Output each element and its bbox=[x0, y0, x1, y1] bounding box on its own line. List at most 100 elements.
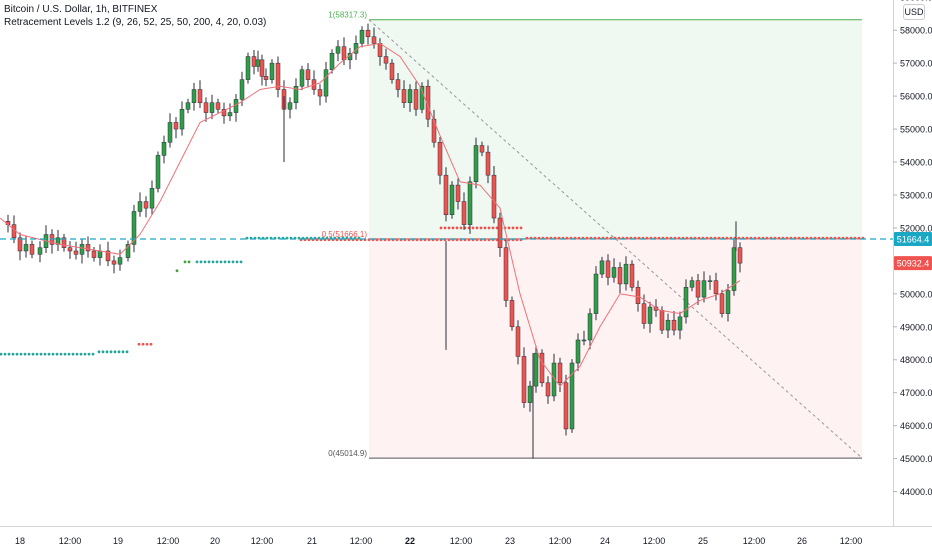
red-dot bbox=[307, 238, 311, 242]
candle-body bbox=[29, 244, 35, 255]
candle-body bbox=[149, 188, 155, 209]
chart-legend: Bitcoin / U.S. Dollar, 1h, BITFINEX Retr… bbox=[4, 3, 266, 29]
teal-dot bbox=[87, 352, 91, 356]
candle-body bbox=[557, 362, 563, 384]
teal-dot bbox=[239, 260, 243, 264]
green-dot bbox=[175, 269, 179, 273]
red-dot bbox=[355, 238, 359, 242]
teal-dot bbox=[75, 352, 79, 356]
teal-dot bbox=[317, 236, 321, 240]
candle-body bbox=[61, 237, 67, 248]
candle-body bbox=[425, 85, 431, 120]
teal-dot bbox=[55, 352, 59, 356]
teal-dot bbox=[285, 236, 289, 240]
candle-body bbox=[575, 339, 581, 364]
red-dot bbox=[657, 236, 661, 240]
teal-dot bbox=[15, 352, 19, 356]
teal-dot bbox=[125, 350, 129, 354]
red-dot bbox=[483, 226, 487, 230]
candle-body bbox=[671, 319, 677, 331]
x-tick-label: 19 bbox=[113, 536, 123, 546]
candle-body bbox=[105, 250, 111, 262]
teal-dot bbox=[215, 260, 219, 264]
teal-dot bbox=[105, 350, 109, 354]
teal-dot bbox=[325, 236, 329, 240]
red-dot bbox=[519, 226, 523, 230]
teal-dot bbox=[235, 260, 239, 264]
candle-body bbox=[191, 89, 197, 103]
candle-body bbox=[179, 109, 185, 130]
red-dot bbox=[777, 236, 781, 240]
red-dot bbox=[447, 226, 451, 230]
teal-dot bbox=[257, 236, 261, 240]
candle-body bbox=[23, 244, 29, 252]
candle-body bbox=[203, 102, 209, 113]
candle-body bbox=[473, 145, 479, 183]
teal-dot bbox=[35, 352, 39, 356]
x-tick-label: 23 bbox=[505, 536, 515, 546]
y-tick-label: 56000.0 bbox=[900, 92, 932, 102]
red-dot bbox=[545, 236, 549, 240]
red-dot bbox=[487, 226, 491, 230]
candle-body bbox=[197, 89, 203, 103]
red-dot bbox=[471, 226, 475, 230]
candle-body bbox=[689, 280, 695, 288]
candle-body bbox=[551, 362, 557, 397]
candle-body bbox=[17, 237, 23, 252]
fib-level-label: 1(58317.3) bbox=[328, 11, 367, 20]
candle-body bbox=[665, 319, 671, 331]
candle-body bbox=[413, 89, 419, 110]
red-dot bbox=[415, 238, 419, 242]
candle-body bbox=[659, 310, 665, 331]
candle-body bbox=[593, 273, 599, 314]
candle-body bbox=[167, 122, 173, 143]
indicator-title[interactable]: Retracement Levels 1.2 (9, 26, 52, 25, 5… bbox=[4, 17, 267, 28]
candle-body bbox=[269, 62, 275, 80]
teal-dot bbox=[101, 350, 105, 354]
y-tick-label: 46000.0 bbox=[900, 421, 932, 431]
teal-dot bbox=[11, 352, 15, 356]
teal-dot bbox=[219, 260, 223, 264]
candle-body bbox=[287, 102, 293, 110]
trend-line bbox=[368, 19, 863, 459]
candle-body bbox=[131, 211, 137, 245]
candle-body bbox=[383, 56, 389, 64]
teal-dot bbox=[23, 352, 27, 356]
red-dot bbox=[797, 236, 801, 240]
candle-body bbox=[737, 247, 743, 264]
candle-body bbox=[67, 247, 73, 252]
red-dot bbox=[455, 238, 459, 242]
moving-average-line bbox=[0, 42, 741, 387]
candle-body bbox=[263, 76, 269, 80]
red-dot bbox=[347, 238, 351, 242]
symbol-title[interactable]: Bitcoin / U.S. Dollar, 1h, BITFINEX bbox=[4, 4, 158, 15]
candle-body bbox=[335, 46, 341, 54]
level-price-label-bg bbox=[894, 231, 932, 246]
x-tick-label: 12:00 bbox=[450, 536, 473, 546]
candle-body bbox=[91, 250, 97, 258]
red-dot bbox=[141, 342, 145, 346]
x-tick-label: 24 bbox=[600, 536, 610, 546]
x-tick-label: 26 bbox=[797, 536, 807, 546]
teal-dot bbox=[199, 260, 203, 264]
red-dot bbox=[427, 238, 431, 242]
candle-body bbox=[455, 184, 461, 202]
red-dot bbox=[637, 236, 641, 240]
candle-body bbox=[491, 174, 497, 219]
teal-dot bbox=[19, 352, 23, 356]
red-dot bbox=[697, 236, 701, 240]
red-dot bbox=[645, 236, 649, 240]
red-dot bbox=[515, 226, 519, 230]
candle-body bbox=[137, 201, 143, 212]
y-tick-label: 59000.0 bbox=[900, 0, 932, 3]
candle-body bbox=[599, 260, 605, 275]
currency-button[interactable]: USD bbox=[903, 4, 925, 20]
teal-dot bbox=[113, 350, 117, 354]
candle-body bbox=[731, 247, 737, 291]
teal-dot bbox=[297, 236, 301, 240]
candle-body bbox=[299, 69, 305, 87]
candle-body bbox=[143, 201, 149, 209]
red-dot bbox=[605, 236, 609, 240]
